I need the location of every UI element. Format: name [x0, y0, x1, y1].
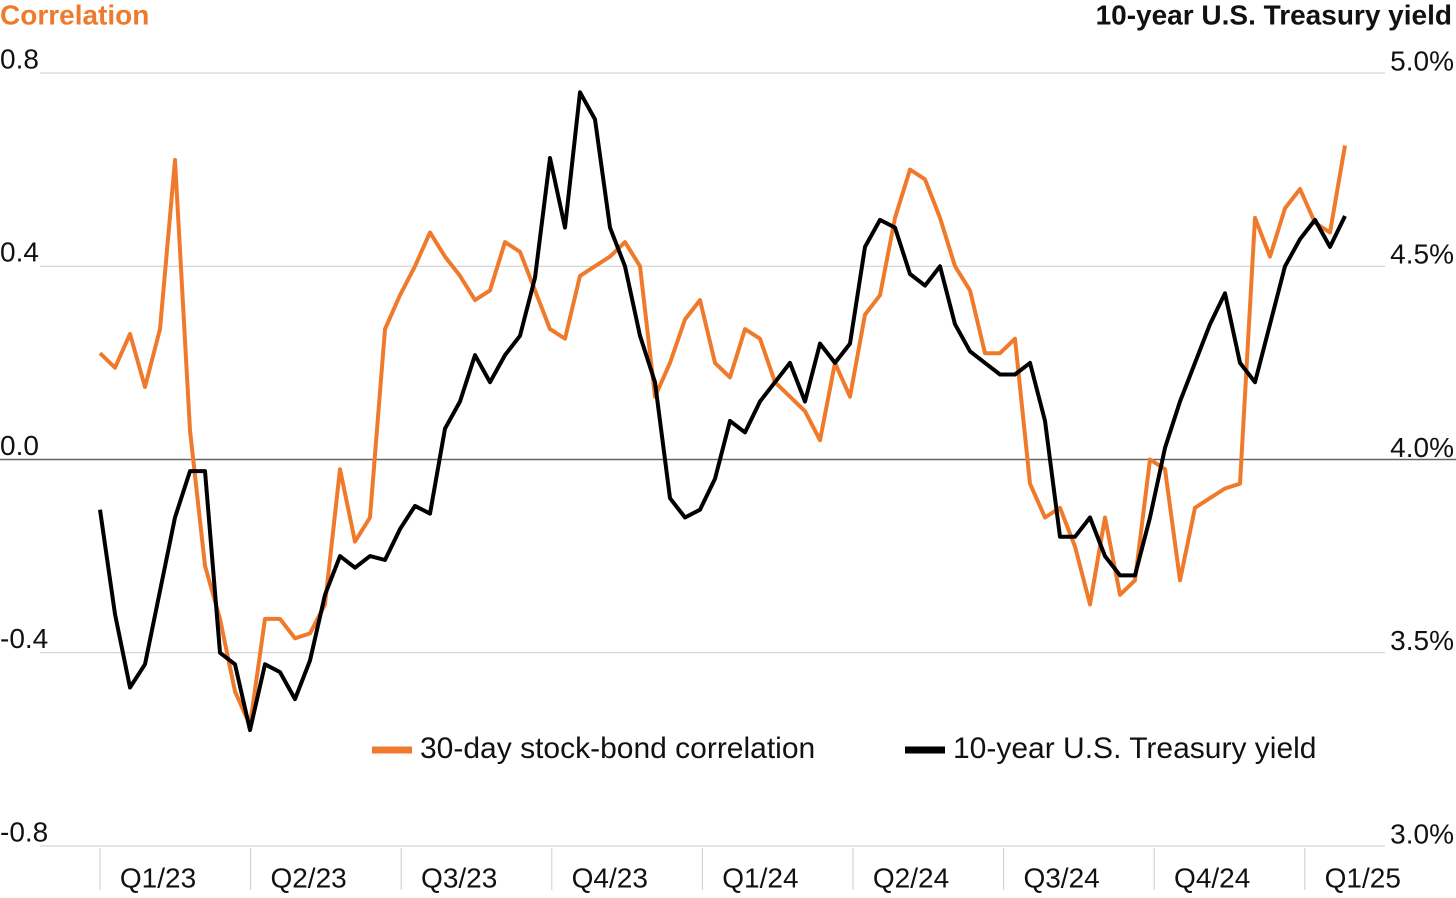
y-tick-label: -0.4 [0, 623, 48, 654]
x-tick-label: Q3/24 [1023, 862, 1099, 893]
y2-tick-label: 4.5% [1390, 239, 1454, 270]
x-tick-label: Q1/24 [722, 862, 798, 893]
y-tick-label: 0.8 [0, 43, 39, 74]
y-tick-label: -0.8 [0, 816, 48, 847]
legend-label: 10-year U.S. Treasury yield [953, 732, 1316, 765]
left-axis-title: Correlation [0, 0, 149, 30]
y-tick-label: 0.0 [0, 430, 39, 461]
y2-tick-label: 3.5% [1390, 625, 1454, 656]
series-line [98, 145, 1347, 728]
y-tick-label: 0.4 [0, 237, 39, 268]
x-tick-label: Q3/23 [421, 862, 497, 893]
x-tick-label: Q2/23 [270, 862, 346, 893]
y2-tick-label: 4.0% [1390, 432, 1454, 463]
y2-tick-label: 3.0% [1390, 818, 1454, 849]
x-tick-label: Q1/25 [1325, 862, 1401, 893]
x-tick-label: Q1/23 [120, 862, 196, 893]
legend-label: 30-day stock-bond correlation [420, 732, 815, 765]
x-tick-label: Q4/23 [572, 862, 648, 893]
x-tick-label: Q2/24 [873, 862, 949, 893]
right-axis-title: 10-year U.S. Treasury yield [1096, 0, 1452, 30]
series-line [98, 90, 1347, 733]
y2-tick-label: 5.0% [1390, 45, 1454, 76]
x-tick-label: Q4/24 [1174, 862, 1250, 893]
